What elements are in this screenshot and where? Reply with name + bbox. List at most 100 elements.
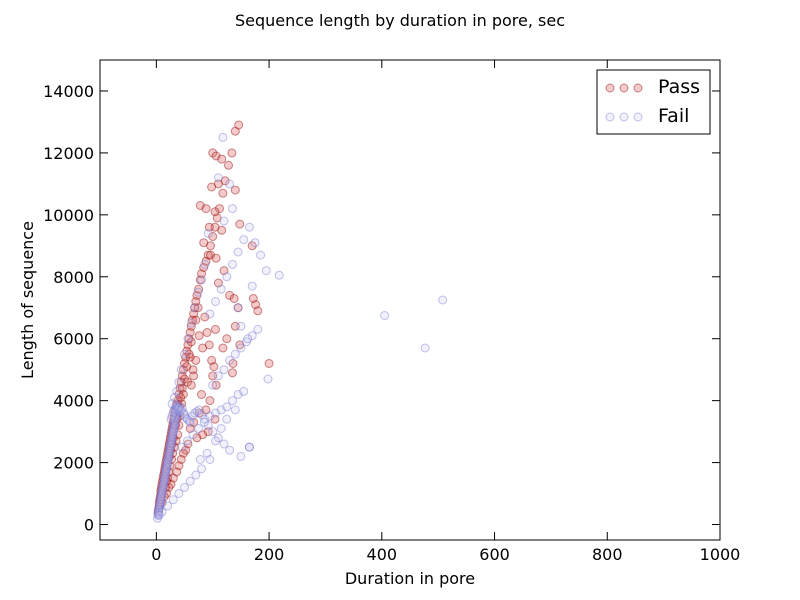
data-point-pass — [181, 352, 191, 362]
data-point-pass — [206, 250, 215, 260]
data-point-pass — [224, 160, 233, 170]
data-point-pass — [189, 371, 199, 381]
data-point-fail — [162, 464, 171, 474]
data-point-fail — [247, 281, 257, 291]
data-point-pass — [180, 359, 189, 368]
data-point-pass — [162, 476, 171, 486]
data-point-pass — [185, 352, 195, 362]
data-point-fail — [158, 484, 168, 494]
legend-markers-fail — [605, 112, 643, 122]
data-point-pass — [174, 461, 184, 471]
data-point-fail — [159, 479, 169, 489]
data-point-fail — [163, 453, 173, 463]
data-point-fail — [154, 504, 164, 514]
data-point-fail — [181, 413, 191, 423]
data-point-pass — [201, 405, 211, 415]
data-point-fail — [169, 419, 179, 429]
data-point-pass — [163, 445, 173, 455]
data-point-pass — [209, 362, 219, 372]
data-point-pass — [192, 290, 202, 300]
y-tick-label: 12000 — [43, 144, 94, 163]
data-point-pass — [172, 399, 182, 409]
data-point-pass — [181, 445, 191, 455]
data-point-fail — [163, 455, 173, 464]
data-point-pass — [183, 439, 193, 449]
data-point-pass — [159, 470, 169, 480]
data-point-fail — [157, 489, 167, 498]
data-point-fail — [175, 407, 185, 416]
ticks-layer: 0 200 400 600 800 100002000400060008000100001… — [43, 60, 740, 564]
data-point-fail — [162, 461, 172, 471]
data-point-pass — [167, 439, 177, 449]
data-point-pass — [178, 448, 188, 458]
data-point-fail — [197, 410, 206, 420]
data-point-fail — [153, 513, 162, 523]
data-point-pass — [171, 436, 181, 446]
data-point-fail — [157, 507, 167, 517]
data-point-fail — [216, 405, 226, 415]
data-point-fail — [197, 464, 206, 474]
data-point-pass — [202, 328, 212, 337]
data-point-pass — [212, 213, 222, 223]
data-point-pass — [176, 393, 186, 402]
data-point-fail — [169, 422, 179, 432]
plot-frame — [99, 59, 721, 541]
data-point-pass — [185, 424, 195, 433]
y-tick-label: 8000 — [53, 268, 94, 287]
data-point-fail — [230, 349, 240, 359]
data-point-pass — [159, 492, 169, 502]
x-axis-label: Duration in pore — [345, 569, 475, 588]
data-point-fail — [155, 498, 165, 508]
data-point-pass — [210, 414, 220, 424]
data-point-pass — [194, 284, 204, 294]
data-point-fail — [160, 470, 170, 480]
data-point-pass — [213, 278, 223, 288]
data-point-pass — [186, 337, 196, 347]
data-point-fail — [263, 374, 273, 384]
data-point-fail — [247, 331, 257, 341]
data-point-fail — [156, 492, 166, 502]
series-pass — [153, 120, 274, 517]
data-point-fail — [160, 472, 170, 481]
data-point-fail — [233, 390, 243, 399]
data-point-pass — [194, 331, 204, 341]
data-point-pass — [158, 476, 168, 486]
data-point-fail — [208, 380, 218, 390]
data-point-fail — [222, 272, 232, 282]
data-point-pass — [204, 222, 214, 232]
data-point-fail — [185, 417, 195, 427]
data-point-fail — [173, 400, 183, 410]
data-point-pass — [154, 501, 164, 511]
data-point-pass — [176, 377, 186, 387]
data-point-fail — [239, 235, 249, 245]
data-point-fail — [192, 407, 202, 416]
data-point-pass — [184, 334, 194, 344]
data-point-fail — [156, 495, 166, 505]
data-point-pass — [210, 222, 220, 232]
data-point-pass — [183, 340, 193, 350]
y-tick-label: 10000 — [43, 206, 94, 225]
x-tick-label: 400 — [367, 545, 398, 564]
data-point-pass — [217, 154, 227, 164]
points-layer — [153, 120, 448, 523]
data-point-fail — [219, 365, 229, 375]
data-point-fail — [154, 503, 164, 512]
data-point-fail — [176, 365, 186, 375]
data-point-fail — [190, 408, 200, 418]
data-point-pass — [184, 349, 194, 359]
data-point-fail — [216, 284, 226, 294]
data-point-fail — [219, 216, 229, 226]
data-point-pass — [227, 148, 237, 158]
data-point-fail — [180, 410, 189, 420]
x-tick-label: 1000 — [700, 545, 741, 564]
data-point-pass — [169, 442, 179, 452]
data-point-pass — [192, 433, 202, 443]
data-point-pass — [187, 315, 197, 325]
data-point-pass — [164, 451, 174, 461]
data-point-pass — [166, 430, 176, 440]
data-point-fail — [222, 414, 232, 424]
data-point-fail — [171, 403, 181, 412]
data-point-fail — [166, 414, 176, 424]
data-point-pass — [228, 368, 237, 378]
